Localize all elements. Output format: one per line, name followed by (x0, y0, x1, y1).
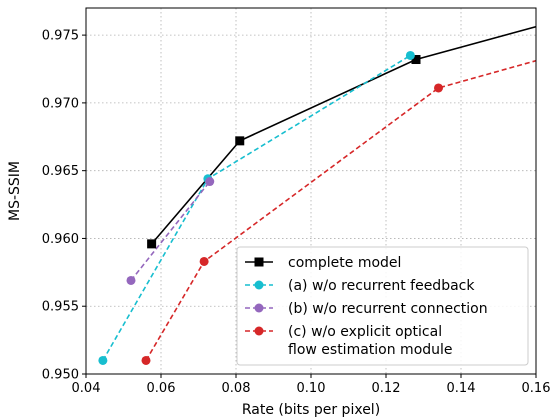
y-tick-label: 0.970 (42, 96, 79, 111)
data-point (405, 50, 415, 60)
x-axis-label: Rate (bits per pixel) (242, 402, 380, 418)
legend-label-2: (b) w/o recurrent connection (288, 301, 488, 317)
y-tick-label: 0.960 (42, 232, 79, 247)
marker-layer (98, 50, 443, 365)
y-tick-label: 0.975 (42, 29, 79, 44)
x-tick-label: 0.06 (147, 381, 176, 396)
data-point (411, 55, 421, 65)
legend-label-3: flow estimation module (288, 342, 453, 358)
x-tick-label: 0.16 (522, 381, 551, 396)
x-tick-label: 0.14 (447, 381, 476, 396)
data-point (147, 239, 157, 249)
x-tick-label: 0.12 (372, 381, 401, 396)
legend-label-0: complete model (288, 255, 401, 271)
legend-marker-0 (254, 257, 264, 267)
data-point (205, 177, 215, 187)
legend-frame (236, 246, 529, 366)
legend-marker-3 (254, 326, 264, 336)
axis-ticks: 0.04 0.06 0.08 0.10 0.12 0.14 0.16 0.950 0.955 0.… (42, 29, 551, 396)
series-line-2 (130, 181, 211, 281)
x-tick-label: 0.10 (297, 381, 326, 396)
legend-label-1: (a) w/o recurrent feedback (288, 278, 475, 294)
x-tick-label: 0.04 (72, 381, 101, 396)
data-point (199, 256, 209, 266)
y-tick-label: 0.955 (42, 300, 79, 315)
data-point (434, 83, 443, 93)
data-point (98, 355, 108, 365)
data-point (235, 136, 245, 146)
legend-marker-2 (254, 303, 264, 313)
series-line-0 (151, 25, 536, 245)
legend: complete model (a) w/o recurrent feedback… (236, 246, 529, 366)
x-tick-label: 0.08 (222, 381, 251, 396)
data-point (141, 355, 151, 365)
y-tick-label: 0.950 (42, 368, 79, 383)
series-line-3 (145, 59, 536, 361)
legend-label-3: (c) w/o explicit optical (288, 324, 442, 340)
legend-marker-1 (254, 280, 264, 290)
y-axis-label: MS-SSIM (7, 161, 23, 221)
y-tick-label: 0.965 (42, 164, 79, 179)
data-point (126, 275, 136, 285)
